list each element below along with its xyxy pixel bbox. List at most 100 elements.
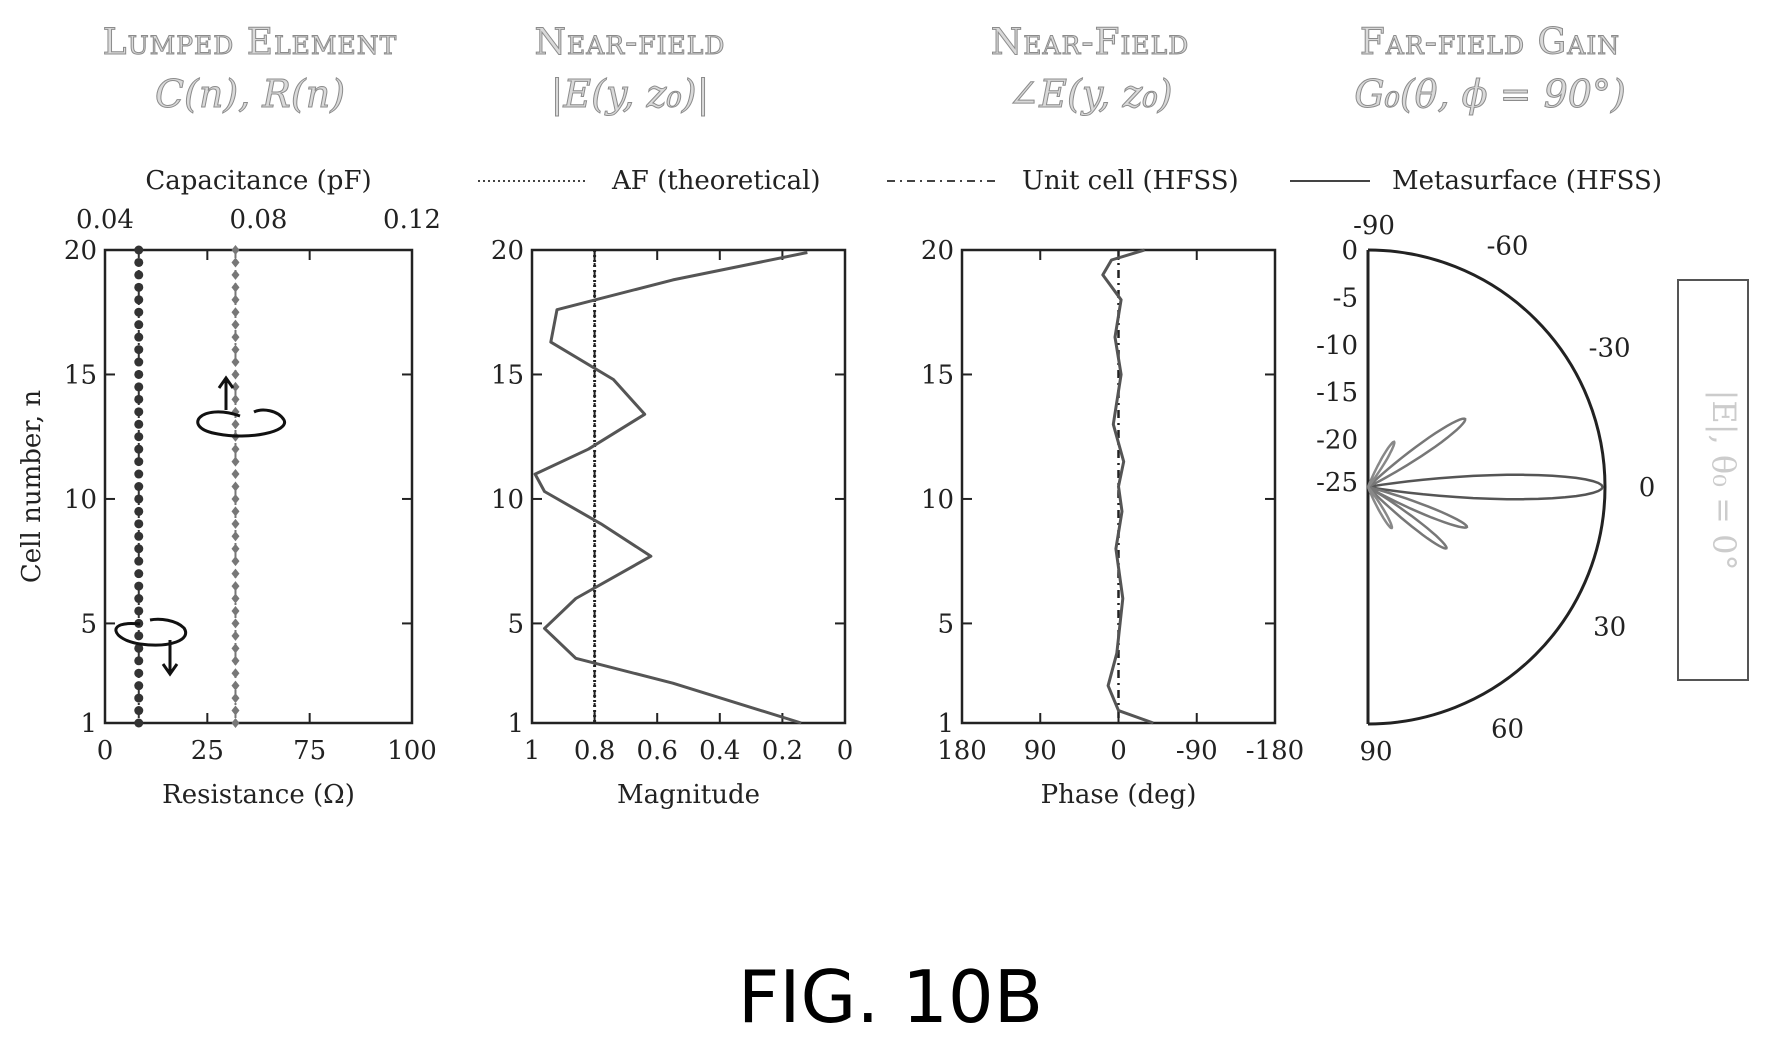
capacitance-marker: [231, 357, 240, 368]
resistance-marker: [134, 544, 144, 554]
capacitance-marker: [231, 257, 240, 268]
polar-angle-label: -60: [1487, 231, 1529, 261]
resistance-marker: [134, 706, 144, 716]
capacitance-marker: [231, 444, 240, 455]
resistance-marker: [134, 282, 144, 292]
capacitance-marker: [231, 693, 240, 704]
lumped-ytick-label: 15: [64, 360, 97, 390]
magnitude-xtick-label: 0.6: [637, 736, 678, 766]
resistance-marker: [134, 382, 144, 392]
resistance-marker: [134, 332, 144, 342]
resistance-marker: [134, 693, 144, 703]
lumped-ytick-label: 20: [64, 236, 97, 266]
lumped-ytick-label: 5: [80, 609, 97, 639]
resistance-marker: [134, 606, 144, 616]
legend-label-solid: Metasurface (HFSS): [1392, 166, 1662, 196]
lumped-xtick-label: 75: [293, 736, 326, 766]
lumped-xtick-label: 0: [97, 736, 114, 766]
phase-xtick-label: 90: [1024, 736, 1057, 766]
resistance-marker: [134, 469, 144, 479]
resistance-marker: [134, 345, 144, 355]
polar-radial-label: -5: [1333, 283, 1358, 313]
capacitance-marker: [231, 469, 240, 480]
gain-lobe: [1367, 473, 1605, 501]
legend-label-dashdot: Unit cell (HFSS): [1022, 166, 1239, 196]
figure-caption: FIG. 10B: [737, 955, 1044, 1039]
gain-lobe: [1367, 485, 1469, 529]
phase-xtick-label: -180: [1246, 736, 1304, 766]
phase-ytick-label: 10: [921, 485, 954, 515]
magnitude-ytick-label: 15: [491, 360, 524, 390]
lumped-x2tick-label: 0.12: [383, 205, 441, 235]
resistance-marker: [134, 631, 144, 641]
phase-xtick-label: 0: [1110, 736, 1127, 766]
resistance-marker: [134, 457, 144, 467]
resistance-marker: [134, 394, 144, 404]
capacitance-marker: [231, 630, 240, 641]
lumped-ytick-label: 10: [64, 485, 97, 515]
resistance-marker: [134, 320, 144, 330]
lumped-ytick-label: 1: [80, 709, 97, 739]
polar-angle-label: 30: [1593, 613, 1626, 643]
gain-lobe: [1367, 485, 1448, 550]
polar-angle-label: 60: [1491, 715, 1524, 745]
polar-angle-label: -30: [1589, 334, 1631, 364]
capacitance-marker: [231, 282, 240, 293]
resistance-axis-arrow: [114, 617, 188, 647]
capacitance-marker: [231, 419, 240, 430]
phase-xlabel: Phase (deg): [1041, 780, 1197, 810]
lumped-x2tick-label: 0.04: [76, 205, 134, 235]
resistance-marker: [134, 482, 144, 491]
arrow-down-icon: [161, 640, 179, 677]
figure-svg: AF (theoretical) Unit cell (HFSS) Metasurf…: [17, 166, 1749, 810]
side-label-text: |E|, θ₀ = 0°: [1705, 390, 1743, 571]
header-title-magnitude: Near-field: [534, 22, 726, 64]
legend: AF (theoretical) Unit cell (HFSS) Metasurf…: [478, 166, 1662, 196]
capacitance-marker: [231, 556, 240, 567]
capacitance-marker: [231, 381, 240, 392]
capacitance-marker: [231, 344, 240, 355]
header-subtitle-phase: ∠E(y, z₀): [1007, 72, 1173, 117]
capacitance-marker: [231, 705, 240, 716]
capacitance-marker: [231, 531, 240, 542]
phase-ytick-label: 1: [937, 709, 954, 739]
resistance-marker: [134, 419, 144, 429]
metasurface-magnitude-line: [533, 251, 808, 725]
gain-lobe: [1367, 417, 1467, 489]
metasurface-phase-line: [1101, 248, 1154, 725]
lumped-xtick-label: 25: [191, 736, 224, 766]
resistance-marker: [134, 681, 144, 691]
polar-radial-label: -20: [1316, 426, 1358, 456]
resistance-marker: [134, 668, 144, 678]
phase-ytick-label: 15: [921, 360, 954, 390]
resistance-marker: [134, 594, 144, 604]
capacitance-marker: [231, 518, 240, 529]
capacitance-marker: [231, 593, 240, 604]
capacitance-marker: [231, 605, 240, 616]
magnitude-xtick-label: 0.8: [574, 736, 615, 766]
capacitance-marker: [231, 568, 240, 579]
magnitude-xtick-label: 1: [524, 736, 541, 766]
magnitude-ytick-label: 10: [491, 485, 524, 515]
resistance-marker: [134, 369, 144, 379]
lumped-frame: [103, 248, 414, 725]
resistance-marker: [134, 656, 144, 666]
capacitance-marker: [231, 493, 240, 504]
capacitance-marker: [231, 543, 240, 554]
resistance-marker: [134, 357, 144, 367]
lumped-xtick-label: 100: [387, 736, 437, 766]
phase-xtick-label: -90: [1176, 736, 1218, 766]
header-subtitle-lumped: C(n), R(n): [154, 72, 346, 117]
lumped-x2tick-label: 0.08: [230, 205, 288, 235]
polar-angle-label: 0: [1639, 473, 1656, 503]
header-subtitle-gain: G₀(θ, ϕ = 90°): [1354, 72, 1627, 117]
arrow-up-icon: [217, 375, 235, 410]
resistance-marker: [134, 245, 144, 255]
resistance-marker: [134, 556, 144, 566]
polar-radial-label: -15: [1316, 378, 1358, 408]
capacitance-marker: [231, 319, 240, 330]
polar-radial-label: -10: [1316, 331, 1358, 361]
capacitance-marker: [231, 456, 240, 467]
capacitance-marker: [231, 245, 240, 255]
resistance-marker: [134, 444, 144, 454]
